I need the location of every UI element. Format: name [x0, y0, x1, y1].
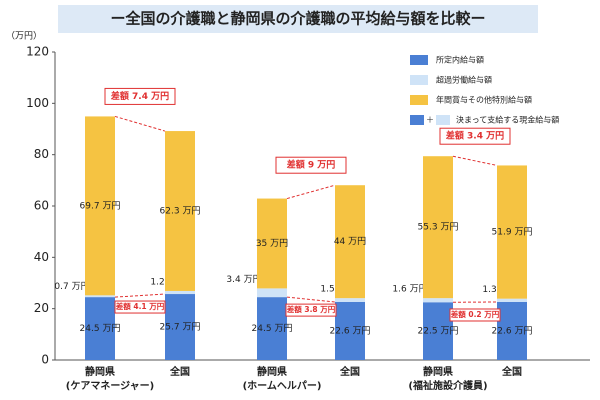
- y-tick-label: 100: [26, 96, 49, 110]
- legend-swatch: [410, 95, 428, 105]
- x-tick-label: 静岡県: [257, 365, 287, 378]
- bar-segment: [85, 297, 115, 360]
- total-difference: 差額 3.4 万円: [446, 130, 504, 142]
- base-difference: 差額 4.1 万円: [115, 301, 165, 311]
- value-label: 51.9 万円: [492, 227, 533, 238]
- diff-box: [275, 156, 347, 174]
- legend-swatch: [436, 115, 450, 125]
- bar-segment: [497, 298, 527, 302]
- bar-segment: [85, 116, 115, 296]
- y-axis-label: （万円）: [6, 31, 42, 42]
- bar-segment: [257, 198, 287, 289]
- legend-label: 年間賞与その他特別給与額: [436, 95, 532, 105]
- value-label: 25.7 万円: [160, 322, 201, 333]
- diff-box: [439, 127, 511, 145]
- y-tick-label: 40: [34, 250, 49, 264]
- bar-segment: [335, 185, 365, 299]
- bar-segment: [423, 298, 453, 303]
- x-tick-label: 静岡県: [423, 365, 453, 378]
- diff-box: [449, 308, 501, 322]
- bar-segment: [423, 156, 453, 299]
- value-label: 69.7 万円: [80, 200, 121, 211]
- value-label: 0.7 万円: [54, 281, 89, 292]
- legend-swatch: [410, 55, 428, 65]
- diff-box: [285, 303, 337, 317]
- base-difference: 差額 3.8 万円: [286, 304, 336, 314]
- diff-box: [114, 300, 166, 314]
- bar-segment: [423, 302, 453, 360]
- bar-segment: [165, 294, 195, 360]
- legend-label: 所定内給与額: [436, 55, 484, 65]
- value-label: 35 万円: [256, 238, 288, 249]
- value-label: 22.6 万円: [330, 325, 371, 336]
- legend-swatch: [410, 115, 424, 125]
- bar-segment: [335, 298, 365, 302]
- x-tick-label: 全国: [339, 365, 360, 378]
- diff-line: [114, 115, 166, 132]
- value-label: 55.3 万円: [418, 222, 459, 233]
- legend-symbol: ＋: [426, 116, 434, 125]
- bar-segment: [85, 295, 115, 298]
- y-tick-label: 20: [34, 301, 49, 315]
- bar-segment: [257, 288, 287, 298]
- y-tick-label: 60: [34, 199, 49, 213]
- base-difference: 差額 0.2 万円: [450, 309, 500, 319]
- x-tick-label: 静岡県: [85, 365, 115, 378]
- diff-line: [286, 296, 336, 303]
- bar-segment: [335, 301, 365, 360]
- bar-segment: [257, 297, 287, 360]
- title-box: [58, 5, 538, 33]
- bar-segment: [497, 165, 527, 299]
- value-label: 22.6 万円: [492, 325, 533, 336]
- value-label: 62.3 万円: [160, 206, 201, 217]
- x-tick-label: 全国: [501, 365, 522, 378]
- x-tick-label: 全国: [169, 365, 190, 378]
- diff-line: [452, 155, 498, 166]
- total-difference: 差額 7.4 万円: [111, 90, 169, 102]
- chart-title: ー全国の介護職と静岡県の介護職の平均給与額を比較ー: [110, 10, 485, 28]
- value-label: 22.5 万円: [418, 326, 459, 337]
- y-tick-label: 80: [34, 147, 49, 161]
- value-label: 24.5 万円: [80, 323, 121, 334]
- bar-segment: [165, 131, 195, 291]
- group-label: (ホームヘルパー): [243, 380, 322, 392]
- value-label: 1.6 万円: [392, 284, 427, 295]
- y-tick-label: 0: [41, 353, 49, 367]
- value-label: 44 万円: [334, 236, 366, 247]
- y-tick-label: 120: [26, 45, 49, 59]
- diff-line: [286, 184, 336, 200]
- value-label: 24.5 万円: [252, 323, 293, 334]
- legend-swatch: [410, 75, 428, 85]
- legend-label: 決まって支給する現金給与額: [456, 115, 559, 125]
- diff-box: [104, 87, 176, 105]
- legend-label: 超過労働給与額: [436, 75, 492, 85]
- total-difference: 差額 9 万円: [287, 159, 336, 171]
- bar-segment: [165, 290, 195, 295]
- group-label: (福祉施設介護員): [408, 379, 487, 392]
- group-label: (ケアマネージャー): [66, 380, 154, 392]
- bar-segment: [497, 301, 527, 360]
- diff-line: [114, 293, 166, 298]
- value-label: 3.4 万円: [226, 274, 261, 285]
